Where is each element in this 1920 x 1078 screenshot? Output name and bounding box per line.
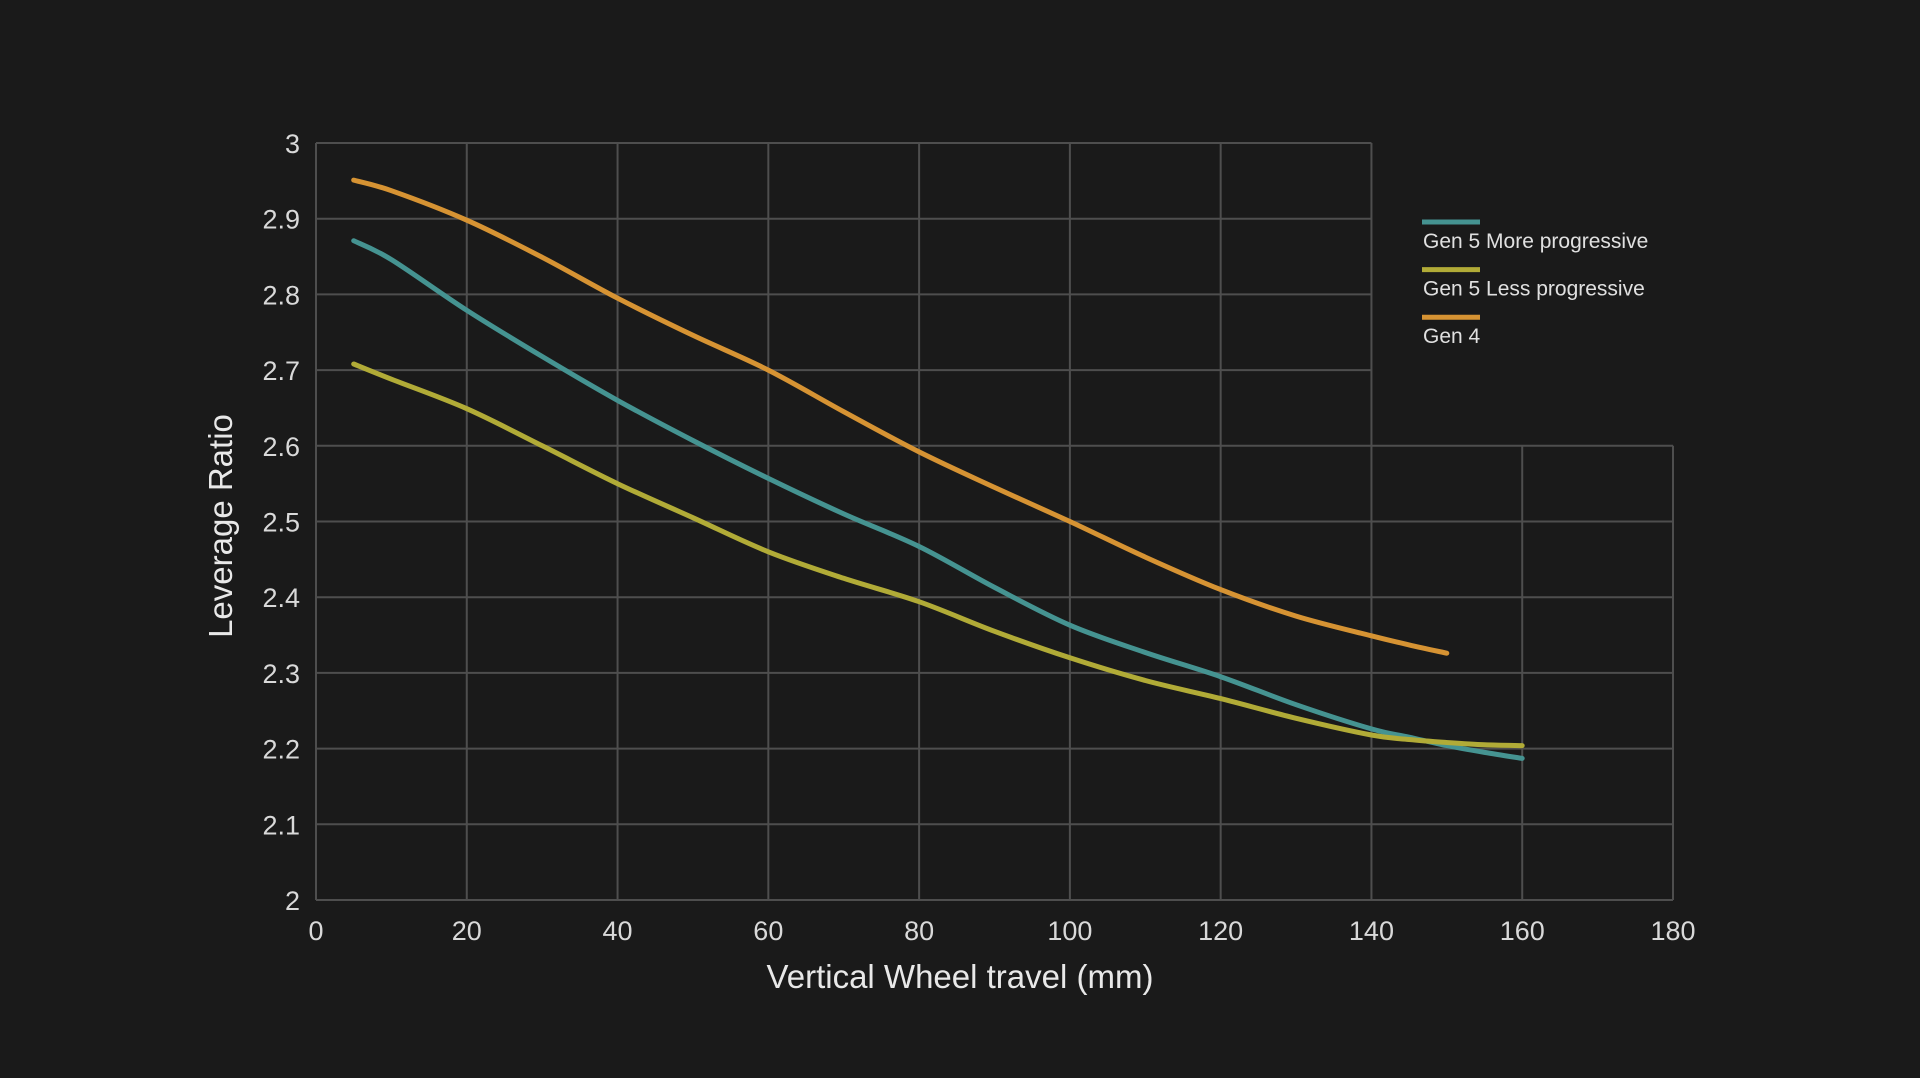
legend-label: Gen 4 xyxy=(1423,325,1481,348)
series-curves xyxy=(351,177,1525,761)
legend-label: Gen 5 More progressive xyxy=(1423,230,1648,253)
x-tick-label: 160 xyxy=(1500,916,1545,946)
x-axis-title: Vertical Wheel travel (mm) xyxy=(767,958,1154,995)
y-axis-title: Leverage Ratio xyxy=(202,414,239,638)
x-tick-label: 80 xyxy=(904,916,934,946)
x-tick-label: 60 xyxy=(753,916,783,946)
y-tick-label: 2.3 xyxy=(262,659,300,689)
series-line-gen-4 xyxy=(351,177,1450,656)
legend-label: Gen 5 Less progressive xyxy=(1423,278,1645,301)
series-line-gen-5-less-progressive xyxy=(351,361,1525,749)
y-tick-label: 2.9 xyxy=(262,205,300,235)
y-tick-label: 3 xyxy=(285,129,300,159)
y-tick-label: 2.7 xyxy=(262,356,300,386)
x-tick-label: 140 xyxy=(1349,916,1394,946)
y-axis-tick-labels: 2 2.1 2.2 2.3 2.4 2.5 2.6 2.7 2.8 2.9 3 xyxy=(262,129,300,916)
y-tick-label: 2.2 xyxy=(262,735,300,765)
y-tick-label: 2.8 xyxy=(262,280,300,310)
x-tick-label: 40 xyxy=(603,916,633,946)
y-tick-label: 2.4 xyxy=(262,583,300,613)
y-tick-label: 2.5 xyxy=(262,508,300,538)
x-tick-label: 20 xyxy=(452,916,482,946)
x-tick-label: 180 xyxy=(1650,916,1695,946)
series-line-gen-5-more-progressive xyxy=(351,238,1525,761)
x-tick-label: 120 xyxy=(1198,916,1243,946)
x-axis-tick-labels: 0 20 40 60 80 100 120 140 160 180 xyxy=(308,916,1695,946)
x-tick-label: 100 xyxy=(1047,916,1092,946)
y-tick-label: 2 xyxy=(285,886,300,916)
y-tick-label: 2.6 xyxy=(262,432,300,462)
x-tick-label: 0 xyxy=(308,916,323,946)
y-tick-label: 2.1 xyxy=(262,810,300,840)
grid-lines xyxy=(315,142,1674,901)
legend: Gen 5 More progressive Gen 5 Less progres… xyxy=(1422,219,1648,348)
